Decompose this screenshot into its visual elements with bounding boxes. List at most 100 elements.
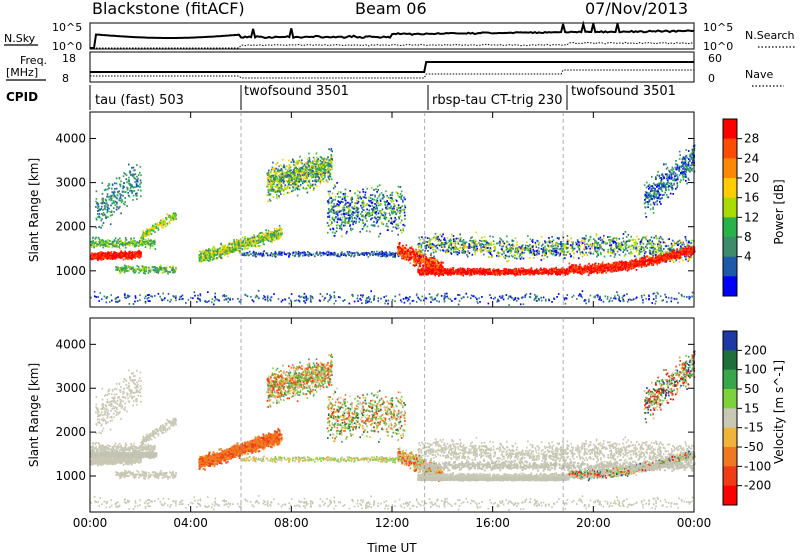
power-cell <box>373 189 375 191</box>
power-cell <box>314 160 316 162</box>
power-cell <box>295 252 298 255</box>
power-cell <box>119 183 121 186</box>
power-cell <box>104 208 106 211</box>
power-cell <box>135 183 138 185</box>
power-cell <box>223 248 225 251</box>
power-cell <box>240 240 243 243</box>
power-cell <box>117 190 119 193</box>
power-cell <box>122 175 125 178</box>
power-cell <box>111 191 113 193</box>
power-cell <box>172 218 175 221</box>
power-cell <box>357 190 359 192</box>
power-cell <box>383 211 385 214</box>
power-cell <box>134 253 136 256</box>
nsky-panel <box>89 22 695 50</box>
power-cell <box>336 218 339 221</box>
power-cell <box>400 195 402 198</box>
power-cell <box>246 252 249 254</box>
power-cell <box>204 254 206 257</box>
power-cell <box>332 205 335 208</box>
power-cell <box>151 266 154 268</box>
power-cell <box>199 250 201 253</box>
power-cell <box>280 193 282 195</box>
power-cell <box>362 201 365 204</box>
power-cell <box>402 257 405 260</box>
power-cell <box>393 205 395 208</box>
power-cell <box>163 271 165 273</box>
power-cell <box>302 186 304 189</box>
power-cell <box>315 168 318 171</box>
power-cell <box>105 203 107 206</box>
power-cell <box>331 218 334 220</box>
power-cell <box>323 166 325 169</box>
power-cell <box>438 266 441 268</box>
power-cell <box>357 197 360 200</box>
power-cell <box>105 240 108 243</box>
power-cell <box>337 214 339 217</box>
station-title: Blackstone (fitACF) <box>92 0 245 18</box>
power-cell <box>342 210 345 213</box>
power-cell <box>285 165 288 168</box>
power-cell <box>267 183 269 186</box>
power-cell <box>211 249 213 252</box>
power-cell <box>386 229 389 231</box>
power-cell <box>347 221 349 223</box>
power-cell <box>358 217 361 220</box>
power-cell <box>304 251 306 254</box>
power-cell <box>272 174 274 177</box>
power-cell <box>317 172 319 175</box>
power-cell <box>397 233 399 236</box>
power-cell <box>109 214 112 217</box>
power-cell <box>359 195 361 198</box>
power-cell <box>293 178 295 181</box>
power-cell <box>404 254 406 257</box>
power-cell <box>95 256 97 259</box>
power-cell <box>360 197 362 200</box>
power-cell <box>279 174 281 177</box>
power-cell <box>103 189 106 192</box>
power-cell <box>298 170 300 173</box>
power-cell <box>353 204 356 207</box>
power-cell <box>132 186 135 189</box>
power-cell <box>237 249 240 252</box>
power-cell <box>113 210 115 213</box>
power-cell <box>230 242 232 245</box>
power-cell <box>137 266 140 268</box>
power-cell <box>309 182 312 185</box>
power-cell <box>400 231 403 234</box>
power-cell <box>287 185 290 187</box>
power-cell <box>322 158 325 160</box>
power-cell <box>286 169 289 171</box>
power-cell <box>95 217 98 220</box>
power-cell <box>306 191 309 194</box>
power-cell <box>112 201 115 204</box>
power-cell <box>334 198 336 201</box>
power-cell <box>315 174 317 177</box>
power-cell <box>101 193 104 195</box>
power-cell <box>330 201 333 204</box>
power-cell <box>335 216 337 218</box>
power-cell <box>128 182 130 185</box>
power-cell <box>281 233 283 236</box>
power-cell <box>315 169 317 172</box>
power-cell <box>103 202 106 204</box>
power-cell <box>398 210 400 213</box>
power-cell <box>333 218 335 221</box>
power-cell <box>312 170 314 172</box>
power-cell <box>274 250 277 253</box>
power-cell <box>211 247 214 250</box>
power-cell <box>139 171 141 174</box>
power-cell <box>234 245 236 248</box>
power-cell <box>313 163 316 165</box>
power-cell <box>296 194 299 197</box>
power-cell <box>127 255 130 258</box>
power-cell <box>137 250 139 253</box>
power-cell <box>403 208 406 211</box>
power-cell <box>303 171 305 174</box>
power-cell <box>319 163 321 165</box>
power-cell <box>95 206 97 208</box>
power-cell <box>131 258 133 261</box>
power-cell <box>381 255 384 257</box>
power-cell <box>385 253 388 256</box>
power-cell <box>135 242 138 245</box>
